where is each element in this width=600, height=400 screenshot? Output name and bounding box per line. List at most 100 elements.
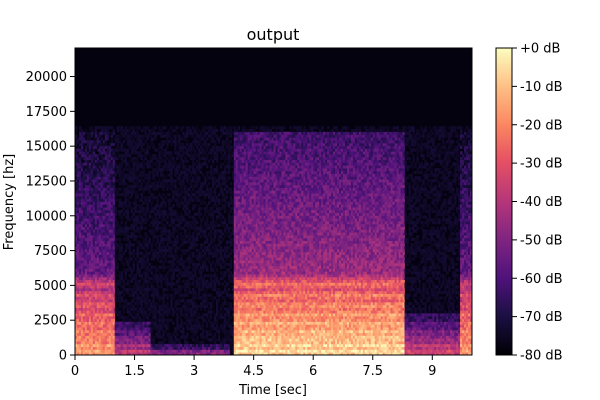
heatmap-cell — [104, 310, 108, 314]
heatmap-cell — [88, 268, 92, 272]
heatmap-cell — [204, 140, 207, 144]
heatmap-cell — [92, 324, 96, 328]
heatmap-cell — [192, 313, 195, 317]
heatmap-cell — [168, 352, 171, 355]
heatmap-cell — [196, 179, 199, 183]
heatmap-cell — [150, 128, 153, 133]
heatmap-cell — [108, 243, 112, 247]
heatmap-cell — [146, 195, 149, 200]
heatmap-cell — [176, 240, 179, 244]
heatmap-cell — [106, 223, 110, 228]
heatmap-cell — [178, 165, 181, 169]
heatmap-cell — [166, 198, 169, 202]
heatmap-cell — [162, 187, 165, 191]
heatmap-cell — [188, 234, 191, 239]
heatmap-cell — [108, 165, 112, 169]
heatmap-cell — [130, 215, 133, 219]
heatmap-cell — [176, 338, 179, 342]
heatmap-cell — [108, 240, 112, 244]
heatmap-cell — [223, 324, 227, 328]
heatmap-cell — [116, 257, 120, 261]
heatmap-cell — [152, 168, 155, 172]
heatmap-cell — [142, 237, 145, 241]
heatmap-cell — [144, 251, 147, 255]
heatmap-cell — [136, 209, 139, 214]
heatmap-cell — [84, 271, 88, 275]
heatmap-cell — [142, 148, 145, 152]
heatmap-cell — [211, 260, 215, 264]
heatmap-cell — [202, 148, 205, 152]
heatmap-cell — [223, 246, 227, 250]
heatmap-cell — [170, 285, 173, 289]
heatmap-cell — [168, 240, 171, 244]
heatmap-cell — [84, 181, 88, 186]
heatmap-cell — [100, 276, 104, 281]
heatmap-cell — [172, 254, 175, 258]
heatmap-cell — [122, 352, 126, 355]
heatmap-cell — [92, 181, 96, 186]
heatmap-cell — [82, 170, 86, 174]
heatmap-cell — [118, 162, 122, 166]
heatmap-cell — [192, 268, 195, 272]
heatmap-cell — [96, 329, 100, 334]
heatmap-cell — [94, 218, 98, 222]
heatmap-cell — [227, 204, 231, 208]
heatmap-cell — [229, 207, 233, 211]
heatmap-cell — [194, 254, 197, 258]
heatmap-cell — [144, 321, 147, 325]
heatmap-cell — [198, 290, 201, 294]
heatmap-cell — [114, 332, 118, 336]
heatmap-cell — [126, 148, 129, 152]
heatmap-cell — [96, 346, 100, 350]
heatmap-cell — [80, 128, 84, 133]
heatmap-cell — [186, 140, 189, 144]
heatmap-cell — [96, 226, 100, 230]
heatmap-cell — [190, 156, 193, 161]
heatmap-cell — [180, 215, 183, 219]
heatmap-cell — [136, 151, 139, 155]
heatmap-cell — [184, 187, 187, 191]
heatmap-cell — [150, 301, 153, 306]
heatmap-cell — [211, 145, 215, 149]
heatmap-cell — [170, 173, 173, 177]
heatmap-cell — [223, 279, 227, 283]
heatmap-cell — [114, 170, 118, 174]
heatmap-cell — [76, 310, 80, 314]
heatmap-cell — [100, 335, 104, 339]
heatmap-cell — [178, 268, 181, 272]
heatmap-cell — [198, 279, 201, 283]
heatmap-cell — [90, 209, 94, 214]
heatmap-cell — [76, 176, 80, 180]
heatmap-cell — [94, 251, 98, 255]
heatmap-cell — [108, 195, 112, 200]
heatmap-cell — [106, 318, 110, 322]
heatmap-cell — [88, 134, 92, 138]
heatmap-cell — [94, 246, 98, 250]
heatmap-cell — [124, 290, 128, 294]
heatmap-cell — [182, 260, 185, 264]
heatmap-cell — [180, 184, 183, 188]
heatmap-cell — [114, 299, 118, 303]
heatmap-cell — [184, 341, 187, 345]
heatmap-cell — [104, 343, 108, 348]
heatmap-cell — [120, 335, 124, 339]
heatmap-cell — [75, 131, 78, 135]
heatmap-cell — [96, 168, 100, 172]
heatmap-cell — [114, 271, 118, 275]
heatmap-cell — [94, 329, 98, 334]
heatmap-cell — [132, 290, 135, 294]
heatmap-cell — [100, 148, 104, 152]
heatmap-cell — [82, 137, 86, 141]
heatmap-cell — [194, 151, 197, 155]
heatmap-cell — [110, 254, 114, 258]
heatmap-cell — [192, 262, 195, 267]
heatmap-cell — [188, 288, 191, 292]
heatmap-cell — [150, 232, 153, 236]
heatmap-cell — [196, 335, 199, 339]
heatmap-cell — [126, 338, 129, 342]
heatmap-cell — [202, 279, 205, 283]
heatmap-cell — [132, 304, 135, 308]
heatmap-cell — [128, 165, 131, 169]
heatmap-cell — [114, 257, 118, 261]
heatmap-cell — [80, 313, 84, 317]
